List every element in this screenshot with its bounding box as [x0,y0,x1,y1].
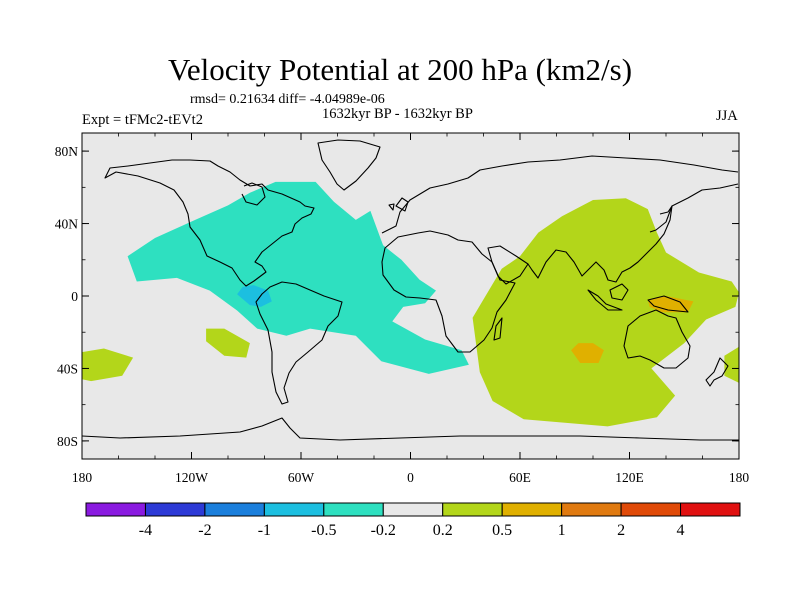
x-tick-label: 0 [407,470,414,485]
region-amazon-minimum [237,285,272,307]
colorbar-label: 0.5 [492,522,512,539]
region-atlantic-americas-negative [127,181,469,374]
y-tick-label: 40S [57,361,78,376]
colorbar-swatch [620,502,682,517]
coastline-british-isles [388,197,409,212]
colorbar-swatch [144,502,206,517]
coastline-hudson-bay [241,182,266,206]
colorbar-label: 4 [677,522,685,539]
x-tick-label: 180 [729,470,750,485]
stats-line: rmsd= 0.21634 diff= -4.04989e-06 [190,92,385,107]
colorbar-swatch [85,502,146,517]
x-tick-label: 60E [509,470,531,485]
contour-regions [82,181,739,427]
y-axis: 80N 40N 0 40S 80S [55,144,739,449]
colorbar-swatch [561,502,622,517]
coastline-borneo [609,283,629,301]
colorbar-swatch [680,502,741,517]
season-label: JJA [716,108,738,124]
coastline-africa-eurasia [381,230,516,353]
coastline-north-america [104,159,315,287]
region-maritime-continent-maximum [647,296,694,313]
experiment-label: Expt = tFMc2-tEVt2 [82,112,203,128]
colorbar-swatch [442,502,503,517]
coastline-madagascar [493,317,503,341]
y-tick-label: 40N [55,217,79,232]
colorbar-swatch [501,502,563,517]
coastline-sumatra-java [587,289,623,311]
x-tick-label: 180 [72,470,93,485]
region-indian-pacific-positive [472,198,739,427]
region-east-pacific-edge-patch [724,346,739,383]
coastline-australia [623,309,691,369]
y-tick-label: 0 [71,289,78,304]
x-tick-label: 60W [288,470,315,485]
y-tick-label: 80S [57,434,78,449]
colorbar: -4 -2 -1 -0.5 -0.2 0.2 0.5 1 2 4 [85,502,741,539]
coastline-new-zealand [705,357,729,387]
colorbar-label: -1 [258,522,271,539]
colorbar-label: -0.2 [371,522,396,539]
coastline-antarctica [82,417,739,441]
coastline-arabia [487,245,529,285]
colorbar-label: -2 [198,522,211,539]
coastlines [82,139,739,441]
x-axis: 180 120W 60W 0 60E 120E 180 [72,133,750,485]
region-south-pacific-patch-west [82,348,134,382]
colorbar-label: 2 [617,522,625,539]
y-tick-label: 80N [55,144,79,159]
coastline-south-america [255,281,343,405]
coastline-greenland [317,139,381,191]
colorbar-swatch [382,502,444,517]
coastline-japan [649,205,673,233]
region-south-pacific-patch-mid [206,328,250,358]
x-tick-label: 120E [615,470,644,485]
colorbar-label: -4 [139,522,152,539]
colorbar-swatch [263,502,325,517]
chart-title: Velocity Potential at 200 hPa (km2/s) [167,52,633,87]
colorbar-swatch [204,502,265,517]
coastline-new-guinea [647,295,689,313]
colorbar-swatch [323,502,384,517]
colorbar-label: 1 [558,522,566,539]
region-indian-ocean-maximum [571,343,604,363]
period-label: 1632kyr BP - 1632kyr BP [322,106,473,122]
colorbar-label: 0.2 [433,522,453,539]
region-arabian-sea-patch [509,285,524,304]
x-tick-label: 120W [175,470,208,485]
colorbar-label: -0.5 [311,522,336,539]
coastline-eurasia-north [381,155,739,234]
